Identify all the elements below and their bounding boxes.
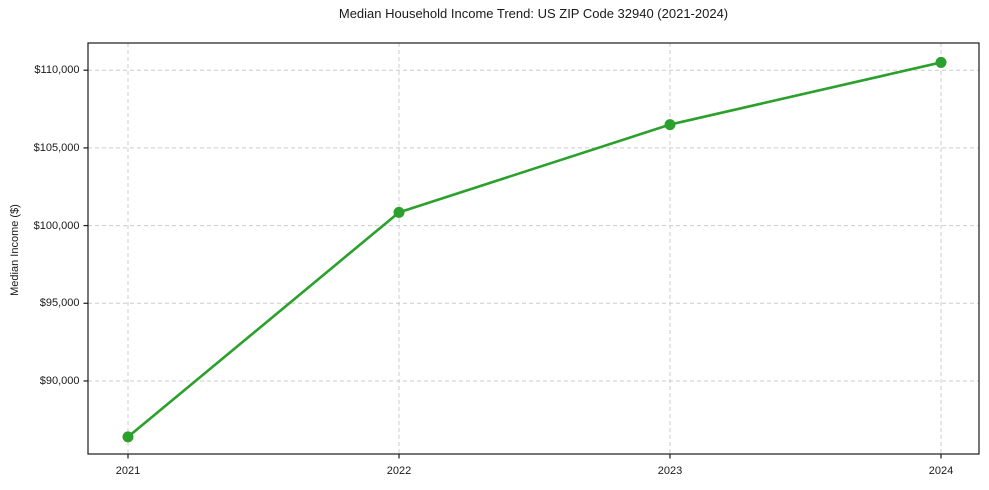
y-tick-label: $90,000 <box>39 374 80 387</box>
data-point-marker <box>122 431 134 443</box>
x-tick-label: 2024 <box>928 464 954 477</box>
x-tick-label: 2022 <box>386 464 412 477</box>
chart-title: Median Household Income Trend: US ZIP Co… <box>338 6 729 21</box>
data-point-marker <box>935 56 947 68</box>
y-tick-label: $95,000 <box>39 297 80 310</box>
y-tick-label: $105,000 <box>33 141 80 154</box>
plot-border <box>87 42 980 455</box>
y-tick-label: $110,000 <box>34 64 80 77</box>
x-tick-label: 2021 <box>115 464 141 477</box>
x-tick-label: 2023 <box>657 464 683 477</box>
data-point-marker <box>664 119 676 131</box>
trend-line <box>126 61 943 439</box>
data-point-marker <box>393 206 405 218</box>
y-tick-label: $100,000 <box>33 219 80 232</box>
